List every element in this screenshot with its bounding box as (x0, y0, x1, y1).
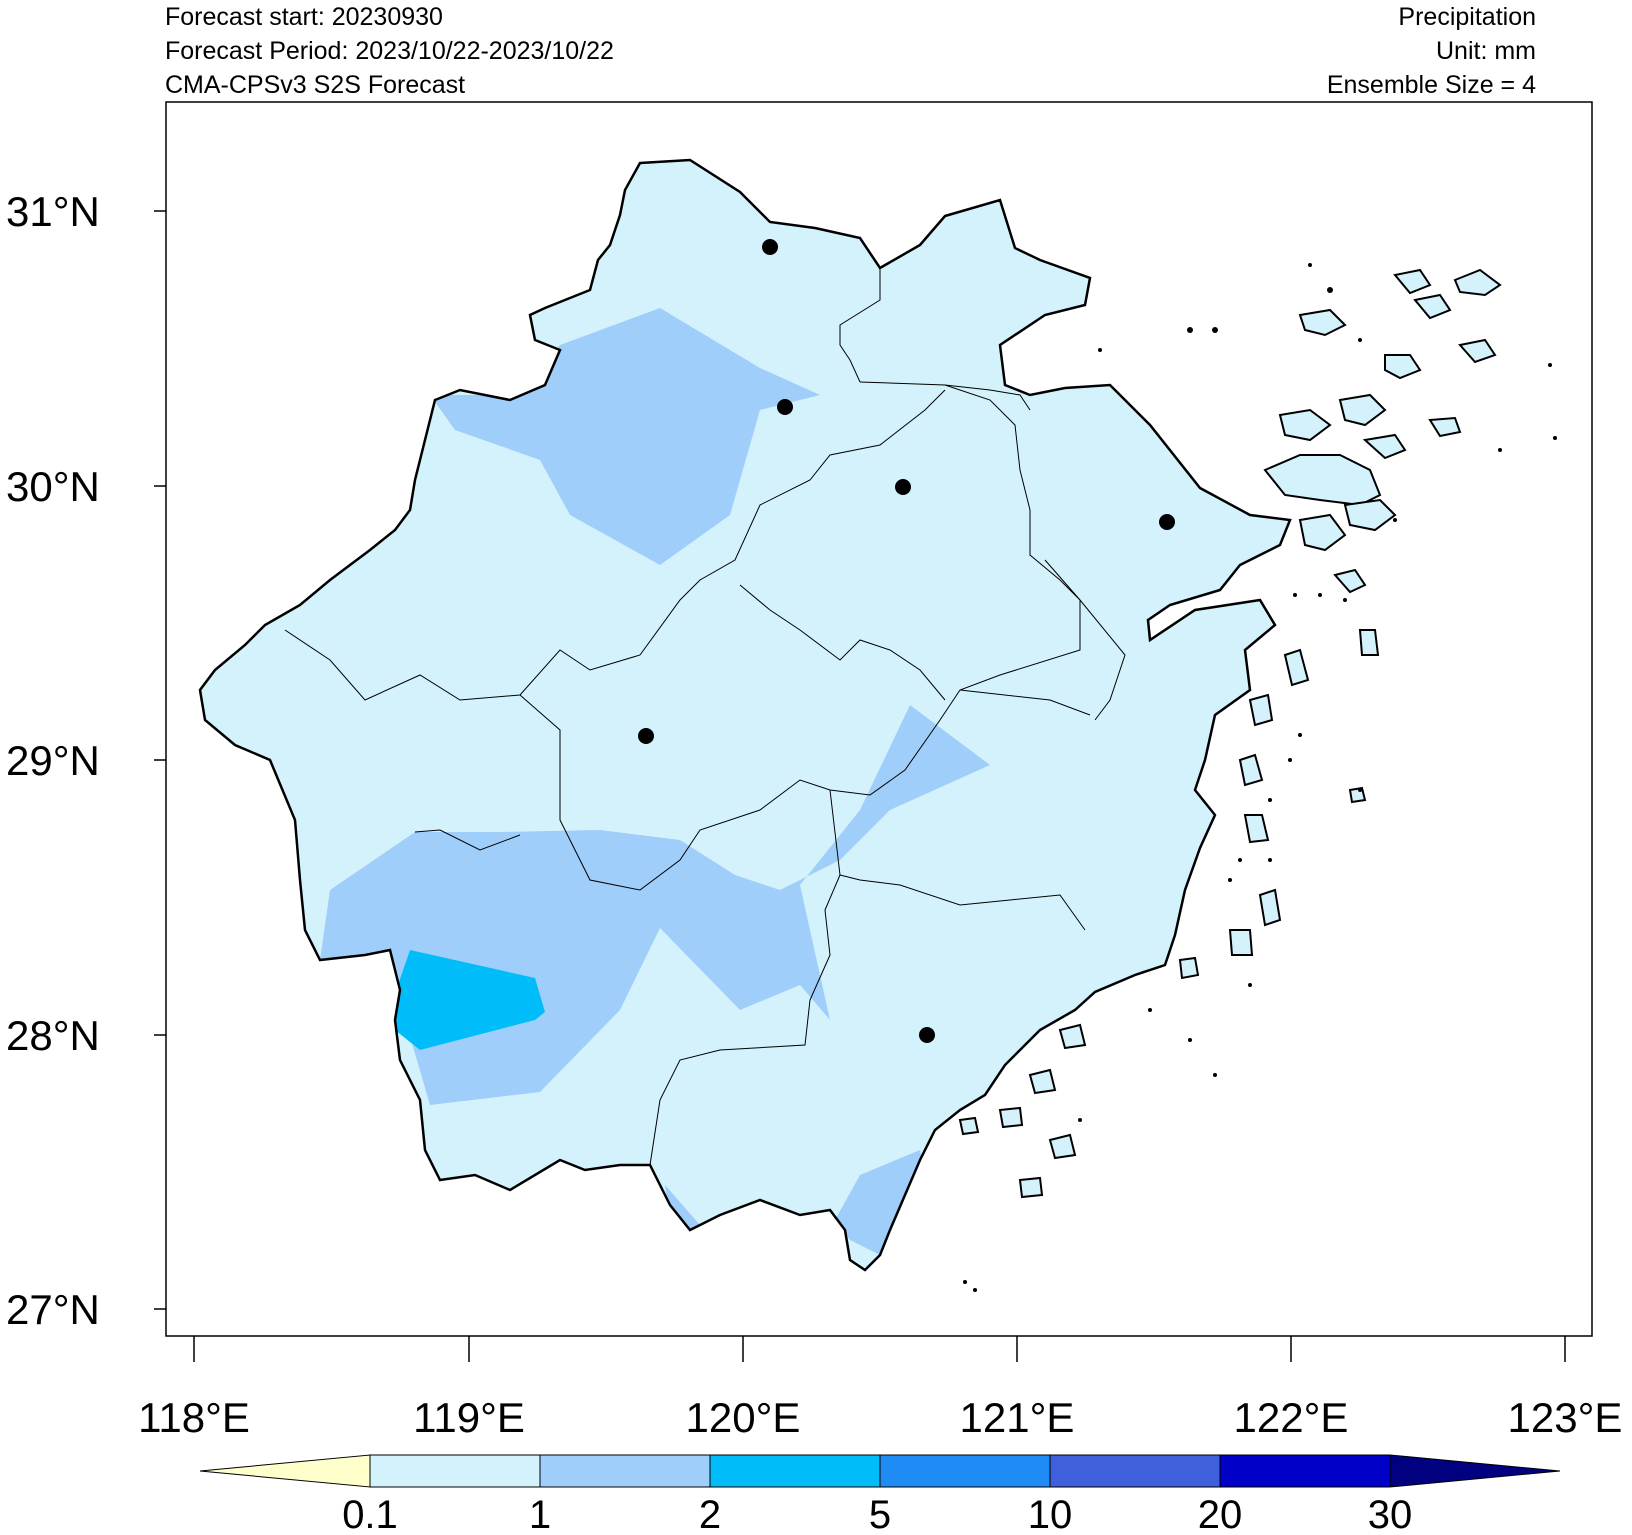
lon-ticks (193, 1336, 1566, 1362)
islands (958, 268, 1502, 1199)
colorbar-labels: 0.1 1 2 5 10 20 30 (342, 1493, 1412, 1535)
station-point (777, 399, 793, 415)
lat-label: 28°N (6, 1012, 100, 1059)
station-point (638, 728, 654, 744)
precip-shading (320, 308, 990, 1260)
lon-label: 123°E (1508, 1394, 1623, 1441)
colorbar-label: 20 (1198, 1493, 1243, 1535)
lon-label: 119°E (413, 1394, 525, 1441)
lat-label: 31°N (6, 188, 100, 235)
colorbar-segment (879, 1454, 1051, 1488)
province-outline (198, 158, 1292, 1272)
city-boundaries (284, 268, 1126, 1166)
station-point (919, 1027, 935, 1043)
colorbar-segment-above (1389, 1454, 1561, 1488)
forecast-start-text: Forecast start: 20230930 (165, 3, 443, 31)
colorbar-segment-below (199, 1454, 371, 1488)
lon-labels: 118°E 119°E 120°E 121°E 122°E 123°E (138, 1394, 1622, 1441)
forecast-period-text: Forecast Period: 2023/10/22-2023/10/22 (165, 37, 614, 65)
station-point (762, 239, 778, 255)
lat-label: 27°N (6, 1286, 100, 1333)
colorbar-segment (539, 1454, 711, 1488)
precip-area-1to2-north (430, 308, 820, 565)
stations (638, 239, 1175, 1043)
lat-ticks (154, 210, 166, 1310)
colorbar (199, 1454, 1561, 1488)
colorbar-segment (369, 1454, 541, 1488)
colorbar-segment (1049, 1454, 1221, 1488)
colorbar-label: 30 (1368, 1493, 1413, 1535)
lon-label: 121°E (960, 1394, 1075, 1441)
unit-text: Unit: mm (1436, 37, 1536, 65)
lon-label: 118°E (138, 1394, 250, 1441)
colorbar-label: 10 (1028, 1493, 1073, 1535)
header-right: Precipitation Unit: mm Ensemble Size = 4 (1327, 0, 1536, 102)
precip-area-2to5 (395, 950, 545, 1050)
lat-labels: 31°N 30°N 29°N 28°N 27°N (6, 188, 100, 1333)
lat-label: 30°N (6, 463, 100, 510)
ensemble-size-text: Ensemble Size = 4 (1326, 71, 1536, 99)
station-point (895, 479, 911, 495)
colorbar-segment (709, 1454, 881, 1488)
lat-label: 29°N (6, 737, 100, 784)
colorbar-label: 5 (869, 1493, 891, 1535)
header-left: Forecast start: 20230930 Forecast Period… (165, 0, 614, 102)
lon-label: 122°E (1234, 1394, 1349, 1441)
lon-label: 120°E (686, 1394, 801, 1441)
small-islets (963, 263, 1557, 1292)
variable-name-text: Precipitation (1398, 3, 1536, 31)
colorbar-label: 1 (529, 1493, 551, 1535)
colorbar-label: 0.1 (342, 1493, 398, 1535)
station-point (1159, 514, 1175, 530)
colorbar-label: 2 (699, 1493, 721, 1535)
colorbar-segment (1219, 1454, 1391, 1488)
model-name-text: CMA-CPSv3 S2S Forecast (165, 71, 466, 99)
